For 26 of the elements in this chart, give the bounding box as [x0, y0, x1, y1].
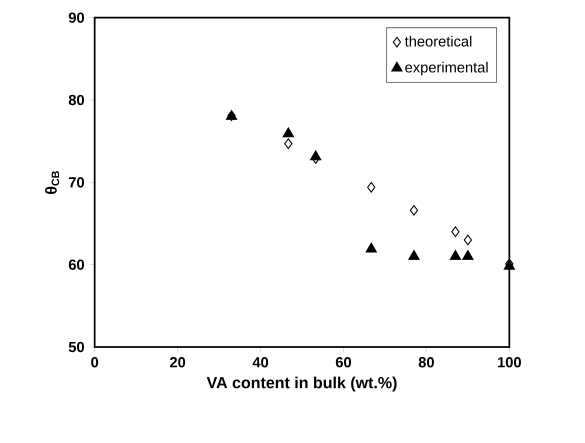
x-tick-label: 20	[170, 357, 186, 368]
point	[410, 204, 418, 216]
point	[451, 226, 460, 238]
point	[462, 250, 474, 260]
point	[408, 250, 420, 260]
x-tick-label: 60	[336, 357, 352, 368]
y-tick-label: 70	[68, 177, 84, 188]
point	[367, 182, 376, 193]
point	[282, 127, 294, 138]
x-tick-label: 100	[498, 357, 521, 368]
legend-label: experimental	[405, 62, 488, 76]
x-axis-title: VA content in bulk (wt.%)	[206, 376, 397, 392]
y-tick-label: 50	[68, 342, 84, 352]
legend-label: theoretical	[404, 36, 472, 47]
x-tick-label: 0	[91, 357, 98, 368]
y-tick-label: 60	[68, 259, 84, 270]
point	[450, 250, 462, 260]
point	[366, 242, 377, 252]
y-tick-label: 90	[68, 12, 84, 23]
y-axis-title: θ$_{CB}$	[45, 171, 60, 194]
y-tick-label: 80	[68, 94, 84, 106]
point	[464, 234, 472, 246]
point	[284, 138, 292, 149]
point	[310, 150, 322, 160]
x-tick-label: 80	[418, 357, 434, 368]
x-tick-label: 40	[252, 357, 268, 368]
